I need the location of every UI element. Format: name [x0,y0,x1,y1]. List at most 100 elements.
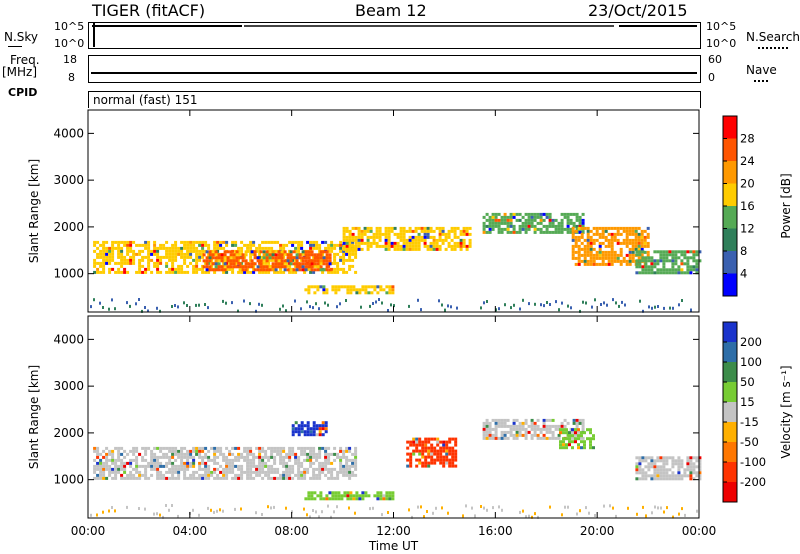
nsky-trace-mid [244,25,614,27]
velocity-colorbar-segment [723,442,737,463]
velocity-colorbar-segment [723,402,737,423]
power-colorbar-tick-label: 16 [740,199,755,213]
nave-legend-line [754,80,768,82]
cpid-panel: normal (fast) 151 [88,91,701,108]
power-near-range-speckle [90,298,692,313]
velocity-colorbar-segment [723,482,737,503]
velocity-colorbar-segment [723,342,737,363]
power-colorbar-segment [723,273,737,297]
nsky-bottom-tick: 10^0 [54,37,85,50]
power-colorbar-tick-label: 4 [740,267,747,281]
x-tick-label: 00:00 [71,524,106,538]
nave-bottom-tick: 0 [708,71,715,84]
velocity-colorbar-frame [722,321,738,503]
power-colorbar-label: Power [dB] [779,173,793,238]
power-colorbar-segment [723,161,737,184]
freq-label: Freq. [10,53,40,67]
power-colorbar-tick-label: 8 [740,244,747,258]
velocity-y-tick-label: 3000 [53,379,84,393]
power-colorbar-tick-label: 20 [740,177,755,191]
velocity-y-axis-label: Slant Range [km] [27,365,41,469]
nsky-label: N.Sky [4,30,39,44]
freq-panel [88,55,701,83]
x-tick-label: 16:00 [478,524,513,538]
velocity-colorbar-tick-label: 50 [740,375,755,389]
x-tick-label: 12:00 [376,524,411,538]
x-tick-label: 20:00 [580,524,615,538]
power-panel-group: 1000 2000 3000 4000 Slant Range [km] 28 24 20 16… [27,109,793,313]
velocity-colorbar-segment [723,462,737,483]
power-colorbar-segment [723,138,737,162]
x-tick-label: 04:00 [173,524,208,538]
nsearch-legend-line [758,47,788,49]
x-axis-label: Time UT [368,539,419,553]
nsearch-top-tick: 10^5 [706,20,737,33]
power-echo-band-3 [342,226,472,251]
nsky-panel [88,22,701,49]
velocity-echo-band-6 [635,456,702,481]
velocity-colorbar-tick-label: 100 [740,355,762,369]
cpid-text: normal (fast) 151 [93,93,198,107]
power-colorbar-segment [723,116,737,139]
power-y-axis-label: Slant Range [km] [27,159,41,263]
power-colorbar-tick-label: 28 [740,132,755,146]
power-y-tick-label: 1000 [53,267,84,281]
nave-top-tick: 60 [708,53,722,66]
velocity-y-tick-label: 1000 [53,473,84,487]
velocity-colorbar-tick-label: -15 [740,415,759,429]
power-colorbar-segment [723,183,737,207]
nsky-trace [92,25,242,27]
velocity-colorbar-segment [723,362,737,383]
power-echo-band-5 [571,226,650,266]
power-y-tick-label: 4000 [53,126,84,140]
velocity-panel-group: 1000 2000 3000 4000 00:00 04:00 08:00 12:00 16:0… [27,315,793,553]
freq-bottom-tick: 8 [68,71,75,84]
velocity-colorbar-tick-label: -100 [740,455,766,469]
power-y-tick-label: 3000 [53,173,84,187]
freq-top-tick: 18 [63,53,77,66]
power-echo-band-6 [635,250,702,275]
power-colorbar: 28 24 20 16 12 8 4 Power [dB] [722,115,793,297]
velocity-colorbar-tick-label: 200 [740,335,762,349]
power-colorbar-segment [723,206,737,229]
velocity-colorbar-segment [723,322,737,343]
date-title: 23/Oct/2015 [588,1,688,20]
velocity-near-range-speckle [90,504,698,519]
velocity-y-tick-label: 4000 [53,332,84,346]
velocity-colorbar-label: Velocity [m s⁻¹] [779,365,793,458]
power-axes-frame [87,109,700,313]
x-tick-label: 08:00 [274,524,309,538]
power-echo-band-4 [482,212,585,234]
x-tick-label: 00:00 [682,524,717,538]
radar-title: TIGER (fitACF) [92,1,206,20]
nsky-legend-line [8,46,22,47]
velocity-echo-band-5 [559,428,595,450]
nsky-trace-end [619,25,697,27]
velocity-echo-band-4 [482,418,585,440]
power-colorbar-segment [723,251,737,274]
nsky-start-spike [93,23,95,47]
velocity-echo-band-2 [304,491,395,501]
velocity-colorbar-tick-label: -50 [740,435,759,449]
velocity-colorbar-segment [723,382,737,403]
nsky-top-tick: 10^5 [54,20,85,33]
cpid-label: CPID [8,86,38,99]
velocity-colorbar: 200 100 50 15 -15 -50 -100 -200 Velocity [m s⁻¹] [722,321,793,503]
beam-title: Beam 12 [355,1,427,20]
power-echo-band-2 [304,285,395,295]
velocity-colorbar-segment [723,422,737,443]
power-echo-band-1 [202,250,332,272]
power-colorbar-segment [723,228,737,252]
nave-label: Nave [746,63,777,77]
nsearch-label: N.Search [746,30,800,44]
velocity-colorbar-tick-label: 15 [740,395,755,409]
power-y-tick-label: 2000 [53,220,84,234]
power-colorbar-tick-label: 24 [740,154,755,168]
velocity-axes-frame [87,315,700,519]
velocity-echo-band-0 [93,446,358,480]
power-colorbar-tick-label: 12 [740,222,755,236]
velocity-echo-band-3 [406,437,458,468]
velocity-y-tick-label: 2000 [53,426,84,440]
nsearch-bottom-tick: 10^0 [706,37,737,50]
